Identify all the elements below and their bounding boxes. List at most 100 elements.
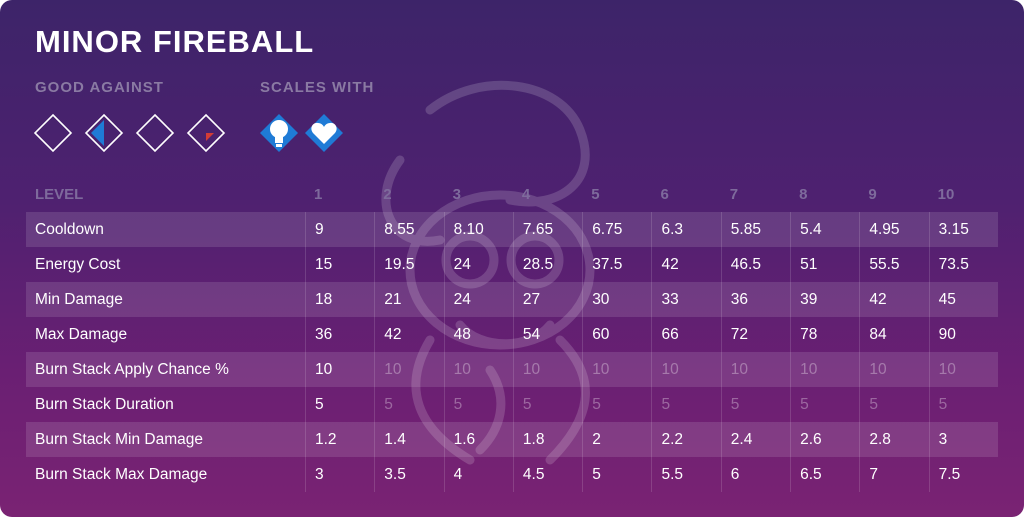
stat-value: 3 (305, 457, 374, 492)
mascot-watermark-icon (381, 80, 595, 465)
stat-value: 37.5 (582, 247, 651, 282)
stat-name: Energy Cost (35, 255, 121, 273)
stat-value: 5 (720, 387, 790, 422)
stat-value: 5 (305, 387, 374, 422)
stat-value: 5 (859, 387, 928, 422)
stat-value: 78 (790, 317, 859, 352)
stat-value: 30 (582, 282, 651, 317)
stat-value: 3.5 (374, 457, 443, 492)
level-header-cell: 10 (937, 186, 955, 203)
table-row: Burn Stack Max Damage 3 3.5 4 4.5 5 5.5 6 6.5 7 7.… (26, 457, 998, 492)
stat-value: 5 (790, 387, 859, 422)
level-header-cell: 3 (452, 186, 461, 203)
blue-half-diamond-icon (84, 113, 124, 153)
table-row: Cooldown 9 8.55 8.10 7.65 6.75 6.3 5.85 5.4 4.95 3… (26, 212, 998, 247)
stat-value: 10 (305, 352, 374, 387)
stats-table: LEVEL 1 2 3 4 5 6 7 8 9 10 Cooldown 9 8.55… (26, 177, 998, 492)
stat-value: 10 (928, 352, 998, 387)
stat-value: 27 (512, 282, 582, 317)
stat-value: 10 (443, 352, 513, 387)
stat-value: 55.5 (859, 247, 928, 282)
stat-value: 5.85 (720, 212, 790, 247)
stat-value: 33 (651, 282, 720, 317)
stat-value: 5 (582, 457, 651, 492)
stat-value: 3.15 (928, 212, 998, 247)
stat-value: 15 (305, 247, 374, 282)
table-row: Burn Stack Apply Chance % 10 10 10 10 10 10 10 1… (26, 352, 998, 387)
stat-value: 46.5 (720, 247, 790, 282)
stat-value: 51 (790, 247, 859, 282)
lightbulb-diamond-icon (260, 114, 298, 152)
stat-value: 39 (790, 282, 859, 317)
level-header-cell: 8 (799, 186, 808, 203)
stat-value: 45 (928, 282, 998, 317)
stat-value: 4.5 (512, 457, 582, 492)
scales-with-label: SCALES WITH (260, 79, 375, 96)
stat-value: 72 (720, 317, 790, 352)
level-header-cell: 1 (314, 186, 323, 203)
stat-value: 66 (651, 317, 720, 352)
stat-value: 7 (859, 457, 928, 492)
stat-value: 18 (305, 282, 374, 317)
level-header-cell: 2 (383, 186, 392, 203)
heart-diamond-icon (305, 114, 343, 152)
stat-value: 10 (582, 352, 651, 387)
stat-value: 8.10 (443, 212, 513, 247)
stat-value: 60 (582, 317, 651, 352)
stat-value: 42 (374, 317, 443, 352)
stat-value: 5 (582, 387, 651, 422)
stat-value: 84 (859, 317, 928, 352)
level-header-cell: 7 (729, 186, 739, 203)
empty-diamond-icon (33, 113, 73, 153)
stat-value: 7.5 (928, 457, 998, 492)
stat-value: 1.6 (443, 422, 513, 457)
table-header-row: LEVEL 1 2 3 4 5 6 7 8 9 10 (26, 177, 998, 212)
stat-name: Burn Stack Apply Chance % (35, 360, 229, 378)
stat-value: 24 (443, 282, 513, 317)
stat-value: 42 (651, 247, 720, 282)
stat-value: 6.5 (790, 457, 859, 492)
stat-value: 42 (859, 282, 928, 317)
stat-value: 6.75 (582, 212, 651, 247)
stat-value: 5 (512, 387, 582, 422)
stat-value: 5 (443, 387, 513, 422)
level-header-cell: 9 (868, 186, 877, 203)
table-row: Burn Stack Min Damage 1.2 1.4 1.6 1.8 2 2.2 2.4… (26, 422, 998, 457)
table-row: Min Damage 18 21 24 27 30 33 36 39 42 45 (26, 282, 998, 317)
table-row: Energy Cost 15 19.5 24 28.5 37.5 42 46.5 51 55.5 7… (26, 247, 998, 282)
stat-name: Min Damage (35, 290, 123, 308)
stat-value: 5 (651, 387, 720, 422)
stat-value: 19.5 (374, 247, 443, 282)
stat-value: 1.2 (305, 422, 374, 457)
good-against-label: GOOD AGAINST (35, 79, 164, 96)
stat-value: 6.3 (651, 212, 720, 247)
stat-value: 4.95 (859, 212, 928, 247)
level-header-cell: 5 (591, 186, 600, 203)
level-header-cell: 4 (521, 186, 531, 203)
stat-value: 1.4 (374, 422, 443, 457)
stat-name: Burn Stack Duration (35, 395, 174, 413)
stat-value: 2.8 (859, 422, 928, 457)
level-header: LEVEL (35, 186, 84, 203)
stat-value: 48 (443, 317, 513, 352)
stat-value: 21 (374, 282, 443, 317)
stat-value: 2.6 (790, 422, 859, 457)
stat-value: 4 (443, 457, 513, 492)
table-row: Max Damage 36 42 48 54 60 66 72 78 84 90 (26, 317, 998, 352)
empty-diamond-icon (135, 113, 175, 153)
stat-value: 10 (512, 352, 582, 387)
stat-value: 8.55 (374, 212, 443, 247)
stat-value: 7.65 (512, 212, 582, 247)
stat-value: 24 (443, 247, 513, 282)
table-body: Cooldown 9 8.55 8.10 7.65 6.75 6.3 5.85 5.4 4.95 3… (26, 212, 998, 492)
stat-value: 2.2 (651, 422, 720, 457)
stat-name: Cooldown (35, 220, 104, 238)
stat-value: 3 (928, 422, 998, 457)
stat-value: 36 (305, 317, 374, 352)
table-row: Burn Stack Duration 5 5 5 5 5 5 5 5 5 5 (26, 387, 998, 422)
stat-value: 10 (859, 352, 928, 387)
stat-value: 10 (720, 352, 790, 387)
stat-value: 5 (928, 387, 998, 422)
stat-value: 6 (720, 457, 790, 492)
